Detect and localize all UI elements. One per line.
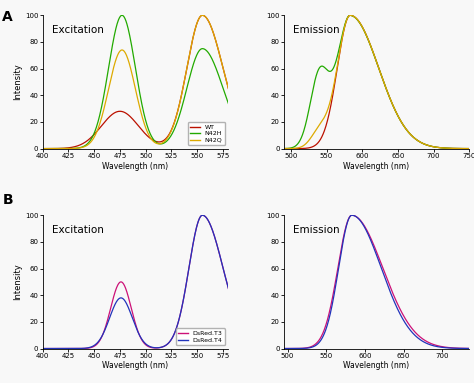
- Text: Emission: Emission: [293, 224, 340, 234]
- X-axis label: Wavelength (nm): Wavelength (nm): [102, 162, 168, 170]
- Y-axis label: Intensity: Intensity: [13, 264, 22, 300]
- X-axis label: Wavelength (nm): Wavelength (nm): [102, 362, 168, 370]
- Text: Excitation: Excitation: [52, 25, 104, 34]
- Legend: WT, N42H, N42Q: WT, N42H, N42Q: [188, 122, 225, 146]
- Text: Excitation: Excitation: [52, 224, 104, 234]
- X-axis label: Wavelength (nm): Wavelength (nm): [344, 362, 410, 370]
- X-axis label: Wavelength (nm): Wavelength (nm): [344, 162, 410, 170]
- Legend: DsRed.T3, DsRed.T4: DsRed.T3, DsRed.T4: [176, 328, 225, 345]
- Y-axis label: Intensity: Intensity: [13, 64, 22, 100]
- Text: Emission: Emission: [293, 25, 340, 34]
- Text: A: A: [2, 10, 13, 24]
- Text: B: B: [2, 193, 13, 208]
